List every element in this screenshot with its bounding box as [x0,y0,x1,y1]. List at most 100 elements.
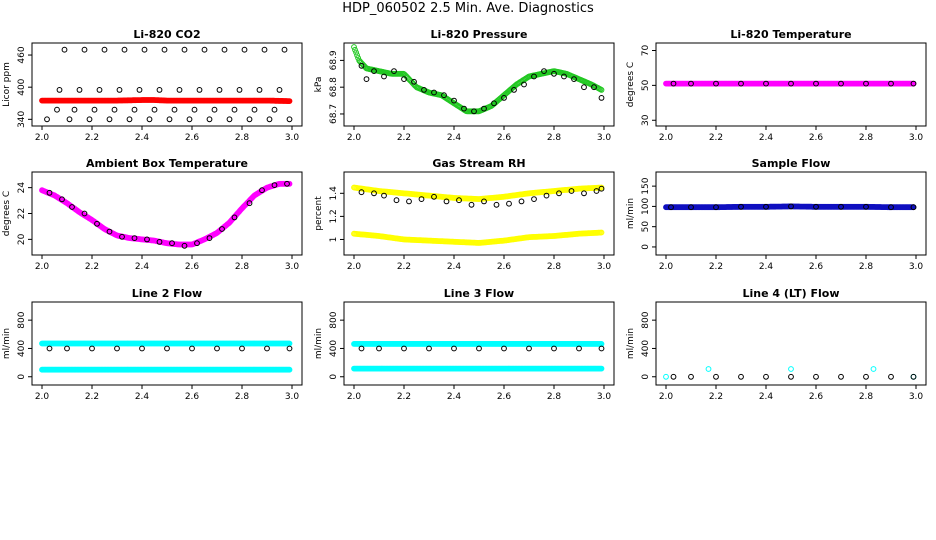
data-point [246,116,253,123]
data-point [511,87,517,93]
x-tick-label: 2.2 [709,392,723,402]
series-primary [663,366,917,380]
data-point [763,373,769,380]
y-tick-label: 0 [17,374,27,380]
data-point [451,97,457,104]
x-tick-label: 2.0 [659,262,674,272]
x-tick-label: 2.0 [35,262,50,272]
data-point [411,78,417,85]
data-point [456,197,462,204]
data-point [141,46,148,53]
data-point [543,192,550,199]
y-axis-label: kPa [314,77,324,93]
data-point [910,373,917,380]
data-point [571,76,577,82]
y-tick-label: 800 [641,311,651,328]
data-point [351,44,357,50]
x-tick-label: 2.6 [185,262,200,272]
data-point [216,87,223,93]
data-point [838,80,844,87]
plot-frame [655,171,927,256]
data-point [581,84,587,91]
chart-title: Line 2 Flow [132,287,202,300]
chart-title: Ambient Box Temperature [86,157,248,170]
data-point [910,204,917,211]
data-point [598,345,605,352]
data-point [191,106,198,113]
data-point [376,345,382,352]
data-point [354,52,361,59]
y-axis-label: ml/min [626,328,636,359]
data-point [106,228,113,235]
data-point [201,46,208,53]
data-point [81,46,88,53]
data-point [286,340,293,347]
x-tick-label: 2.6 [809,392,824,402]
chart-line4: Line 4 (LT) Flow ml/min 2.0 2.2 2.4 2.6 2.8 3.0… [626,287,927,402]
data-point [211,106,218,113]
data-point [431,193,437,200]
data-point [418,196,425,203]
data-point [541,68,547,74]
data-point [531,196,537,203]
chart-title: Line 3 Flow [444,287,514,300]
y-tick-label: 800 [17,311,27,328]
data-point [61,46,68,53]
x-tick-label: 2.6 [497,133,512,143]
y-tick-label: 100 [641,198,651,215]
data-point [518,198,525,205]
x-tick-label: 2.4 [759,262,774,272]
data-point [371,68,377,74]
x-tick-label: 3.0 [909,262,924,272]
data-point [910,80,917,87]
data-point [206,116,213,123]
data-point [161,46,168,53]
chart-licor_temp: Li-820 Temperature degrees C 2.0 2.2 2.4 2.6 2… [626,28,927,143]
data-point [94,220,100,227]
x-tick-label: 2.8 [235,262,250,272]
y-tick-label: 400 [641,340,651,357]
data-point [598,185,605,192]
data-point [668,204,674,211]
series-upper [351,341,605,347]
x-tick-label: 2.6 [185,392,200,402]
data-point [46,189,53,196]
data-point [788,80,794,87]
data-point [259,187,265,194]
data-point [231,106,238,113]
x-tick-label: 2.0 [347,262,362,272]
y-axis-label: ml/min [626,198,636,229]
series-primary [39,180,293,248]
data-point [59,196,65,203]
x-tick-label: 2.8 [547,133,562,143]
y-axis-label: ml/min [314,328,324,359]
y-tick-label: 800 [329,311,339,328]
data-point [506,200,512,207]
data-point [106,116,113,123]
data-point [139,345,145,352]
x-tick-label: 2.8 [859,392,874,402]
data-point [598,95,605,101]
series-upper [351,184,605,203]
data-point [126,116,133,123]
data-point [888,373,894,380]
x-tick-label: 2.2 [397,262,411,272]
series-primary [663,80,917,87]
data-point [813,203,819,210]
data-point [189,345,195,352]
x-tick-label: 2.8 [235,392,250,402]
y-axis-label: Licor ppm [2,62,12,107]
data-point [236,87,243,93]
data-point [406,198,412,205]
x-tick-label: 2.4 [759,392,774,402]
data-point [591,84,597,91]
data-point [788,366,794,372]
data-point [76,87,83,93]
x-tick-label: 2.2 [709,133,723,143]
data-point [146,116,153,123]
data-point [526,345,532,352]
data-point [239,345,245,352]
series-secondary [46,345,293,352]
data-point [91,106,98,113]
data-point [476,345,482,352]
